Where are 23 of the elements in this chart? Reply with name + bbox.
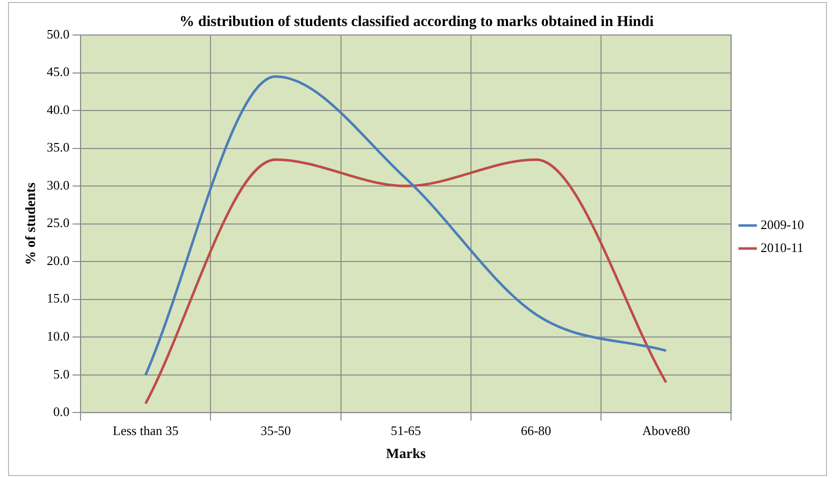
legend-label: 2009-10 [760,216,804,232]
y-tick-label: 25.0 [46,215,70,230]
x-tick-label: 51-65 [390,422,422,438]
y-axis-title: % of students [24,182,40,266]
y-tick-label: 45.0 [46,64,70,80]
chart-title: % distribution of students classified according to marks obtained in Hindi [179,14,654,30]
y-tick-label: 10.0 [46,328,70,344]
y-tick-label: 40.0 [46,102,70,117]
line-series [144,75,668,376]
line-series [144,158,668,405]
x-axis-title: Marks [386,447,426,462]
y-tick-label: 30.0 [46,177,70,192]
y-tick-label: 0.0 [53,404,70,420]
x-tick-label: Above80 [642,422,690,438]
x-tick-label: 35-50 [260,422,291,438]
x-tick-label: Less than 35 [112,422,178,438]
y-tick-label: 50.0 [46,26,70,42]
legend-label: 2010-11 [760,240,804,255]
y-tick-label: 5.0 [53,366,70,382]
y-tick-label: 15.0 [46,290,70,306]
y-tick-label: 20.0 [46,252,70,268]
x-tick-label: 66-80 [520,422,552,438]
y-tick-label: 35.0 [46,140,70,155]
